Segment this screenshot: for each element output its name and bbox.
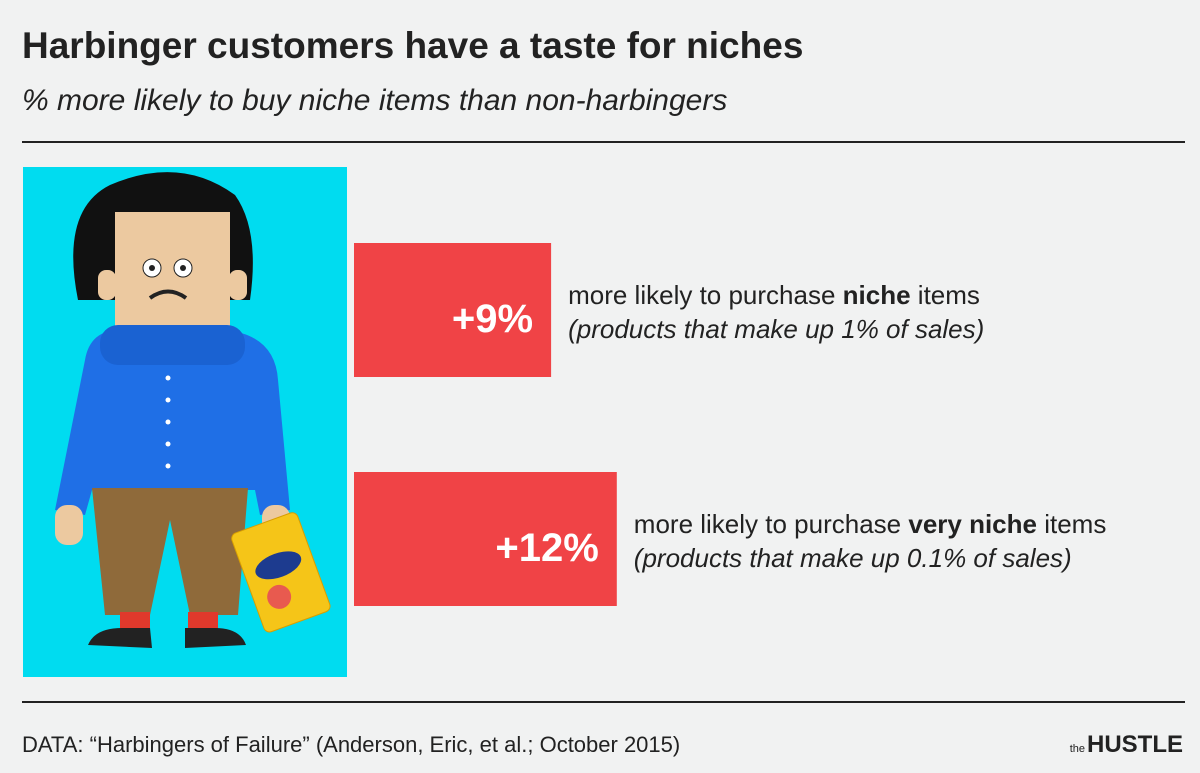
shoe <box>185 628 246 648</box>
hand <box>55 505 83 545</box>
snack-bag <box>231 512 331 633</box>
chart-subtitle: % more likely to buy niche items than no… <box>22 84 727 117</box>
sock <box>120 612 150 632</box>
brand-prefix: the <box>1070 743 1085 755</box>
pants <box>92 488 248 615</box>
collar <box>100 325 245 365</box>
description-emphasis: very niche <box>908 509 1037 539</box>
chart-title: Harbinger customers have a taste for nic… <box>22 25 803 66</box>
source: DATA: “Harbingers of Failure” (Anderson,… <box>22 732 680 757</box>
description-part: more likely to purchase <box>568 280 843 310</box>
bars: +9% more likely to purchase niche items (p… <box>354 243 1106 606</box>
buttons <box>165 375 171 469</box>
bar <box>354 472 617 606</box>
description: more likely to purchase niche items <box>568 280 980 310</box>
description-part: more likely to purchase <box>634 509 909 539</box>
sock <box>188 612 218 632</box>
value-label: +9% <box>452 297 533 341</box>
pupil <box>180 265 186 271</box>
note: (products that make up 1% of sales) <box>568 314 984 344</box>
shoe <box>88 628 152 648</box>
description-part: items <box>1037 509 1106 539</box>
description: more likely to purchase very niche items <box>634 509 1107 539</box>
illustration <box>23 167 347 677</box>
note: (products that make up 0.1% of sales) <box>634 543 1072 573</box>
mustache <box>148 289 188 300</box>
bar <box>354 243 552 377</box>
brand-name: HUSTLE <box>1087 731 1183 758</box>
sweater <box>55 330 290 515</box>
ear <box>98 270 116 300</box>
description-part: items <box>911 280 980 310</box>
face <box>115 212 230 347</box>
brand: theHUSTLE <box>1070 731 1183 758</box>
ear <box>229 270 247 300</box>
value-label: +12% <box>495 526 598 570</box>
description-emphasis: niche <box>843 280 911 310</box>
pupil <box>149 265 155 271</box>
